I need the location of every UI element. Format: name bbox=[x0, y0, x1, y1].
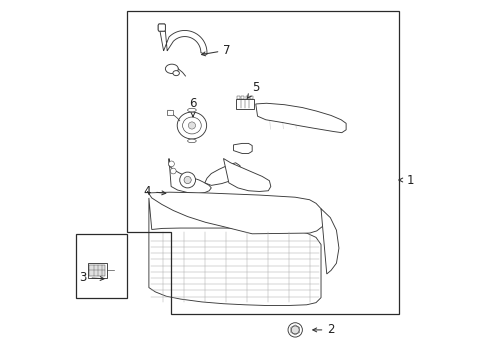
Circle shape bbox=[291, 326, 299, 334]
Bar bbox=[76, 234, 126, 298]
Text: 2: 2 bbox=[313, 323, 335, 336]
Polygon shape bbox=[205, 163, 241, 185]
Text: 7: 7 bbox=[201, 44, 231, 57]
Ellipse shape bbox=[188, 139, 196, 143]
Bar bbox=[236, 99, 254, 109]
Bar bbox=[237, 96, 240, 99]
Bar bbox=[88, 263, 107, 278]
Circle shape bbox=[180, 172, 196, 188]
Polygon shape bbox=[234, 143, 252, 153]
Text: 5: 5 bbox=[247, 81, 259, 98]
Circle shape bbox=[288, 323, 302, 337]
Ellipse shape bbox=[166, 64, 178, 73]
Ellipse shape bbox=[183, 117, 201, 134]
Polygon shape bbox=[158, 24, 166, 31]
Polygon shape bbox=[321, 209, 339, 274]
Polygon shape bbox=[169, 158, 211, 194]
Polygon shape bbox=[160, 31, 207, 54]
Ellipse shape bbox=[173, 71, 179, 76]
Polygon shape bbox=[256, 103, 346, 133]
Bar bbox=[242, 96, 245, 99]
Bar bbox=[89, 265, 105, 276]
Text: 1: 1 bbox=[399, 174, 414, 186]
Polygon shape bbox=[223, 158, 271, 192]
Text: 4: 4 bbox=[144, 185, 166, 198]
Text: 6: 6 bbox=[189, 98, 197, 117]
Circle shape bbox=[169, 161, 174, 167]
Circle shape bbox=[171, 168, 176, 174]
Text: 3: 3 bbox=[79, 271, 104, 284]
Polygon shape bbox=[147, 192, 324, 234]
Polygon shape bbox=[149, 198, 321, 306]
Ellipse shape bbox=[188, 108, 196, 112]
Bar bbox=[250, 96, 253, 99]
Bar bbox=[245, 96, 248, 99]
Ellipse shape bbox=[177, 112, 207, 139]
Bar bbox=[167, 111, 173, 116]
Circle shape bbox=[184, 176, 191, 184]
Circle shape bbox=[188, 122, 196, 129]
Polygon shape bbox=[158, 24, 166, 31]
